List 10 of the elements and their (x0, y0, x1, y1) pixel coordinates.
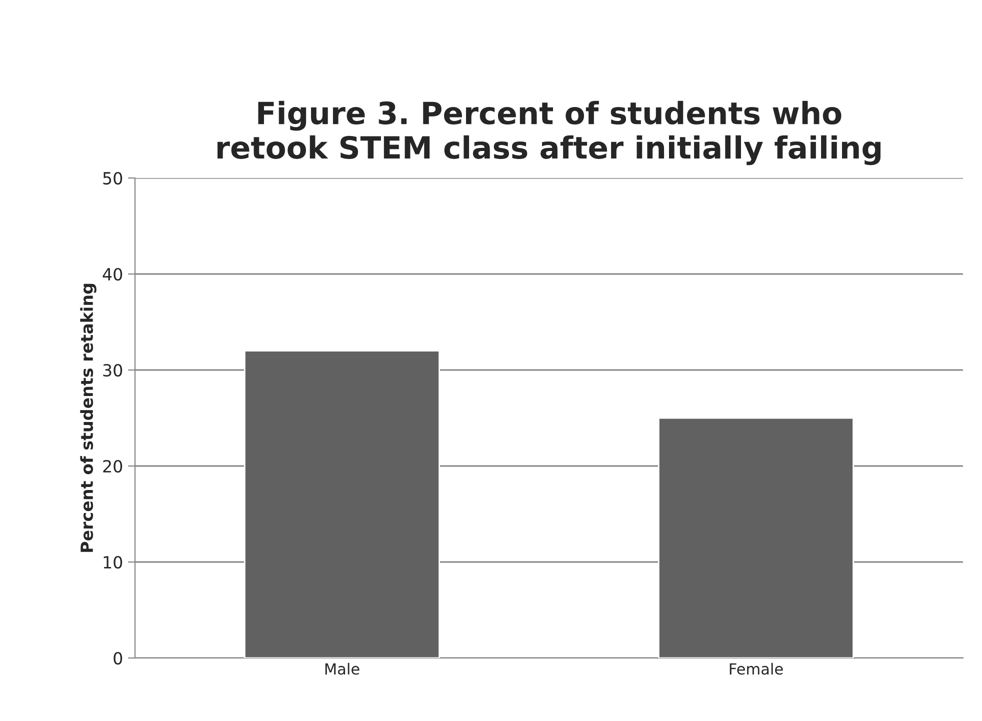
y-tick-label: 20 (103, 460, 122, 473)
x-tick-label: Female (730, 662, 783, 675)
chart-title: Figure 3. Percent of students who retook STEM class after initially failing (218, 100, 880, 166)
y-tick-label: 10 (104, 556, 122, 569)
y-tick-label: 0 (114, 652, 122, 665)
x-tick-label: Male (325, 662, 360, 675)
y-axis-title: Percent of students retaking (80, 284, 96, 552)
y-tick-label: 50 (103, 172, 122, 185)
y-tick-label: 40 (102, 268, 122, 281)
y-tick-label: 30 (103, 364, 122, 377)
